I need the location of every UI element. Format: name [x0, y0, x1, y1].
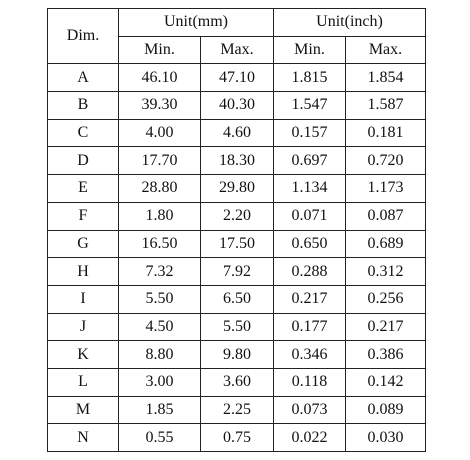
dim-cell: B	[47, 91, 119, 120]
value-cell: 5.50	[118, 284, 201, 314]
value-cell: 1.815	[273, 63, 346, 93]
value-cell: 47.10	[200, 63, 274, 93]
value-cell: 40.30	[200, 91, 274, 120]
value-cell: 2.20	[200, 201, 274, 231]
table-row: M 1.85 2.25 0.073 0.089	[47, 395, 426, 425]
table-row: G 16.50 17.50 0.650 0.689	[47, 229, 426, 259]
value-cell: 0.087	[345, 201, 426, 231]
table-row: I 5.50 6.50 0.217 0.256	[47, 284, 426, 314]
dim-cell: G	[47, 229, 119, 259]
table-body: A 46.10 47.10 1.815 1.854 B 39.30 40.30 1.547 1.5…	[47, 63, 426, 452]
value-cell: 1.547	[273, 91, 346, 120]
value-cell: 3.00	[118, 367, 201, 397]
table-row: L 3.00 3.60 0.118 0.142	[47, 367, 426, 397]
value-cell: 3.60	[200, 367, 274, 397]
group-header: Unit(mm)	[118, 8, 274, 37]
table-row: D 17.70 18.30 0.697 0.720	[47, 146, 426, 176]
value-cell: 1.85	[118, 395, 201, 425]
table-row: J 4.50 5.50 0.177 0.217	[47, 312, 426, 342]
sub-header: Max.	[200, 35, 274, 65]
value-cell: 0.697	[273, 146, 346, 176]
dimension-table: Dim. Unit(mm) Unit(inch) Min. Max. Min. …	[47, 7, 426, 452]
value-cell: 4.60	[200, 118, 274, 148]
value-cell: 0.181	[345, 118, 426, 148]
value-cell: 1.134	[273, 174, 346, 203]
table-header: Dim. Unit(mm) Unit(inch) Min. Max. Min. …	[47, 7, 426, 65]
value-cell: 6.50	[200, 284, 274, 314]
table-row: E 28.80 29.80 1.134 1.173	[47, 174, 426, 203]
value-cell: 1.854	[345, 63, 426, 93]
value-cell: 1.587	[345, 91, 426, 120]
value-cell: 0.312	[345, 257, 426, 286]
value-cell: 0.177	[273, 312, 346, 342]
value-cell: 46.10	[118, 63, 201, 93]
table-row: H 7.32 7.92 0.288 0.312	[47, 257, 426, 286]
group-header: Unit(inch)	[273, 8, 426, 37]
value-cell: 0.089	[345, 395, 426, 425]
dim-cell: D	[47, 146, 119, 176]
value-cell: 17.50	[200, 229, 274, 259]
value-cell: 0.217	[273, 284, 346, 314]
value-cell: 0.256	[345, 284, 426, 314]
value-cell: 0.689	[345, 229, 426, 259]
dim-cell: K	[47, 340, 119, 369]
value-cell: 29.80	[200, 174, 274, 203]
value-cell: 28.80	[118, 174, 201, 203]
dim-cell: I	[47, 284, 119, 314]
dim-cell: M	[47, 395, 119, 425]
value-cell: 0.720	[345, 146, 426, 176]
dim-cell: J	[47, 312, 119, 342]
value-cell: 0.217	[345, 312, 426, 342]
value-cell: 1.173	[345, 174, 426, 203]
value-cell: 0.118	[273, 367, 346, 397]
sub-header: Max.	[345, 35, 426, 65]
header-row: Dim. Unit(mm) Unit(inch)	[47, 7, 426, 65]
dim-cell: H	[47, 257, 119, 286]
dim-cell: C	[47, 118, 119, 148]
sub-header: Min.	[118, 35, 201, 65]
dim-cell: A	[47, 63, 119, 93]
value-cell: 0.75	[200, 423, 274, 452]
dim-header: Dim.	[47, 7, 119, 65]
value-cell: 0.022	[273, 423, 346, 452]
value-cell: 0.346	[273, 340, 346, 369]
value-cell: 8.80	[118, 340, 201, 369]
dim-cell: E	[47, 174, 119, 203]
value-cell: 39.30	[118, 91, 201, 120]
table-row: F 1.80 2.20 0.071 0.087	[47, 201, 426, 231]
value-cell: 7.92	[200, 257, 274, 286]
value-cell: 9.80	[200, 340, 274, 369]
value-cell: 5.50	[200, 312, 274, 342]
dim-cell: N	[47, 423, 119, 452]
subheader-row: Min. Max. Min. Max.	[48, 35, 426, 65]
value-cell: 2.25	[200, 395, 274, 425]
value-cell: 0.650	[273, 229, 346, 259]
value-cell: 4.00	[118, 118, 201, 148]
value-cell: 4.50	[118, 312, 201, 342]
value-cell: 16.50	[118, 229, 201, 259]
value-cell: 18.30	[200, 146, 274, 176]
value-cell: 0.157	[273, 118, 346, 148]
value-cell: 0.071	[273, 201, 346, 231]
value-cell: 1.80	[118, 201, 201, 231]
dim-cell: F	[47, 201, 119, 231]
value-cell: 0.386	[345, 340, 426, 369]
table-row: B 39.30 40.30 1.547 1.587	[47, 91, 426, 120]
sub-header: Min.	[273, 35, 346, 65]
dim-cell: L	[47, 367, 119, 397]
table-row: K 8.80 9.80 0.346 0.386	[47, 340, 426, 369]
value-cell: 0.030	[345, 423, 426, 452]
table-row: N 0.55 0.75 0.022 0.030	[47, 423, 426, 452]
value-cell: 0.073	[273, 395, 346, 425]
value-cell: 0.55	[118, 423, 201, 452]
value-cell: 0.142	[345, 367, 426, 397]
value-cell: 0.288	[273, 257, 346, 286]
table-row: C 4.00 4.60 0.157 0.181	[47, 118, 426, 148]
value-cell: 7.32	[118, 257, 201, 286]
value-cell: 17.70	[118, 146, 201, 176]
table-row: A 46.10 47.10 1.815 1.854	[47, 63, 426, 93]
